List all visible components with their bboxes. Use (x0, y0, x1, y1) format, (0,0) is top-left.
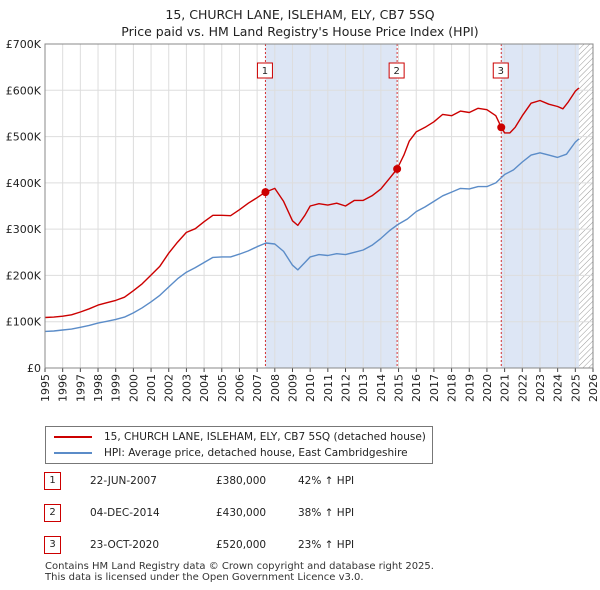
footer-attribution: Contains HM Land Registry data © Crown c… (45, 561, 434, 583)
legend-item-hpi: HPI: Average price, detached house, East… (54, 445, 408, 461)
x-tick-label: 1998 (92, 374, 105, 402)
x-tick-label: 2009 (286, 374, 299, 402)
x-tick-label: 2014 (375, 374, 388, 402)
y-tick-label: £400K (6, 177, 42, 190)
y-tick-label: £600K (6, 84, 42, 97)
y-tick-label: £200K (6, 269, 42, 282)
legend-swatch-property (54, 436, 92, 438)
x-tick-label: 2011 (322, 374, 335, 402)
x-tick-label: 2016 (410, 374, 423, 402)
sale-point (393, 164, 402, 173)
x-tick-label: 2013 (357, 374, 370, 402)
sale-marker-box (492, 62, 509, 79)
y-tick-label: £700K (6, 38, 42, 51)
x-tick-label: 1996 (57, 374, 70, 402)
shaded-ownership-period (265, 44, 398, 368)
sale-marker-label: 3 (498, 66, 504, 77)
sale-point (261, 188, 270, 197)
x-tick-label: 2024 (552, 374, 565, 402)
sale-hpi-change: 42% ↑ HPI (298, 475, 355, 487)
legend: 15, CHURCH LANE, ISLEHAM, ELY, CB7 5SQ (… (45, 426, 433, 464)
x-tick-label: 2017 (428, 374, 441, 402)
sale-price: £430,000 (216, 507, 267, 519)
x-tick-label: 2021 (499, 374, 512, 402)
legend-swatch-hpi (54, 452, 92, 454)
plot-border (44, 43, 594, 369)
x-tick-label: 2007 (251, 374, 264, 402)
sale-marker-box (256, 62, 273, 79)
legend-label-property: 15, CHURCH LANE, ISLEHAM, ELY, CB7 5SQ (… (104, 431, 426, 443)
sale-number-badge: 2 (44, 504, 61, 522)
hatched-region (578, 44, 593, 368)
x-tick-label: 1997 (74, 374, 87, 402)
legend-item-property: 15, CHURCH LANE, ISLEHAM, ELY, CB7 5SQ (… (54, 429, 426, 445)
y-tick-label: £100K (6, 316, 42, 329)
sale-hpi-change: 23% ↑ HPI (298, 539, 355, 551)
sale-price: £380,000 (216, 475, 267, 487)
x-tick-label: 2004 (198, 374, 211, 402)
x-tick-label: 2020 (481, 374, 494, 402)
sale-marker-label: 1 (262, 66, 268, 77)
sale-number-badge: 1 (44, 472, 61, 490)
x-tick-label: 2006 (233, 374, 246, 402)
x-tick-label: 2005 (216, 374, 229, 402)
sale-date: 22-JUN-2007 (90, 475, 157, 487)
x-tick-label: 2012 (340, 374, 353, 402)
y-tick-label: £500K (6, 131, 42, 144)
x-tick-label: 2015 (393, 374, 406, 402)
y-tick-label: £0 (27, 362, 41, 375)
sale-marker-box (388, 62, 405, 79)
hpi-line (44, 138, 580, 333)
sale-hpi-change: 38% ↑ HPI (298, 507, 355, 519)
x-tick-label: 2008 (269, 374, 282, 402)
chart-title-line1: 15, CHURCH LANE, ISLEHAM, ELY, CB7 5SQ (165, 7, 435, 22)
property-price-line (44, 87, 580, 319)
x-tick-label: 2023 (534, 374, 547, 402)
x-tick-label: 2001 (145, 374, 158, 402)
x-tick-label: 2002 (163, 374, 176, 402)
x-tick-label: 2003 (180, 374, 193, 402)
x-tick-label: 1999 (110, 374, 123, 402)
x-tick-label: 2010 (304, 374, 317, 402)
x-tick-label: 2025 (569, 374, 582, 402)
y-tick-label: £300K (6, 223, 42, 236)
sale-date: 04-DEC-2014 (90, 507, 160, 519)
footer-line1: Contains HM Land Registry data © Crown c… (45, 561, 434, 572)
sale-price: £520,000 (216, 539, 267, 551)
x-tick-label: 2000 (127, 374, 140, 402)
chart-title-line2: Price paid vs. HM Land Registry's House … (121, 24, 479, 39)
sale-number-badge: 3 (44, 536, 61, 554)
x-tick-label: 2018 (446, 374, 459, 402)
legend-label-hpi: HPI: Average price, detached house, East… (104, 447, 408, 459)
x-tick-label: 1995 (39, 374, 52, 402)
chart-title: 15, CHURCH LANE, ISLEHAM, ELY, CB7 5SQ P… (0, 6, 600, 40)
sale-marker-label: 2 (393, 66, 399, 77)
x-tick-label: 2019 (463, 374, 476, 402)
sale-point (497, 123, 506, 132)
sale-date: 23-OCT-2020 (90, 539, 159, 551)
x-tick-label: 2026 (587, 374, 600, 402)
footer-line2: This data is licensed under the Open Gov… (45, 572, 364, 583)
x-tick-label: 2022 (516, 374, 529, 402)
price-chart: 1 2 3 £0 £100K £200K £300K £400K £500K £600K £700… (6, 38, 600, 402)
